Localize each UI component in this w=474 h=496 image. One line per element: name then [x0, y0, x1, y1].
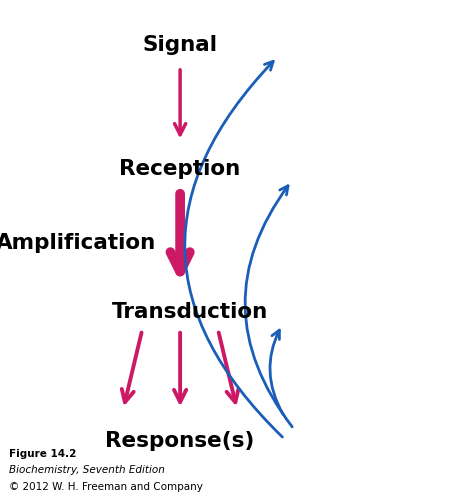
Text: Transduction: Transduction: [111, 303, 268, 322]
Text: Signal: Signal: [143, 35, 218, 55]
FancyArrowPatch shape: [185, 62, 283, 437]
FancyArrowPatch shape: [170, 194, 190, 271]
FancyArrowPatch shape: [245, 186, 292, 427]
FancyArrowPatch shape: [174, 70, 186, 135]
FancyArrowPatch shape: [174, 333, 186, 402]
Text: Reception: Reception: [119, 159, 241, 179]
Text: Amplification: Amplification: [0, 233, 156, 253]
Text: Response(s): Response(s): [105, 432, 255, 451]
Text: Figure 14.2: Figure 14.2: [9, 449, 77, 459]
FancyArrowPatch shape: [219, 332, 238, 402]
FancyArrowPatch shape: [122, 332, 142, 402]
Text: Biochemistry, Seventh Edition: Biochemistry, Seventh Edition: [9, 465, 165, 475]
Text: © 2012 W. H. Freeman and Company: © 2012 W. H. Freeman and Company: [9, 482, 203, 492]
FancyArrowPatch shape: [270, 330, 283, 414]
